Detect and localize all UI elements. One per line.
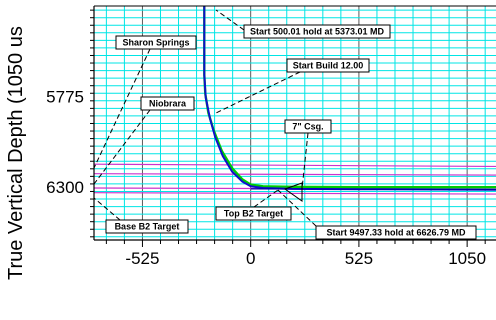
x-tick-label: 525 [345, 249, 373, 268]
tick-labels: -525 0 525 1050 5775 6300 [46, 87, 486, 268]
annotation-leader [215, 9, 245, 31]
series-lines [203, 6, 496, 202]
annotation-box [315, 225, 477, 240]
annotation-leader [93, 197, 121, 221]
annotation-box [215, 206, 292, 221]
annotation-box [243, 24, 391, 39]
y-tick-label: 6300 [46, 178, 84, 197]
annotations: Sharon Springs Start 500.01 hold at 5373.… [105, 24, 477, 240]
casing-marker [283, 182, 303, 202]
annotation-label: Start 9497.33 hold at 6626.79 MD [326, 228, 466, 238]
x-tick-label: 0 [246, 249, 255, 268]
formation-line [93, 163, 496, 168]
annotation-leader [277, 189, 317, 227]
annotation-leader [301, 132, 309, 190]
x-tick-label: -525 [125, 249, 159, 268]
annotation-box [286, 58, 370, 73]
annotation-label: Niobrara [149, 99, 187, 109]
annotation-leader [253, 189, 279, 208]
annotation-label: Base B2 Target [115, 222, 180, 232]
annotation-box [140, 96, 195, 111]
annotation-leaders [93, 9, 317, 227]
annotation-box [115, 35, 197, 50]
target-line [250, 188, 496, 191]
y-axis-label: True Vertical Depth (1050 us [5, 26, 27, 280]
annotation-label: Sharon Springs [122, 38, 189, 48]
annotation-leader [93, 48, 151, 169]
annotation-label: Start 500.01 hold at 5373.01 MD [250, 27, 385, 37]
formation-line [93, 173, 496, 176]
annotation-box [105, 219, 189, 234]
annotation-label: Start Build 12.00 [293, 61, 364, 71]
annotation-box [284, 119, 332, 134]
formation-line [93, 192, 496, 195]
x-tick-label: 1050 [448, 249, 486, 268]
annotation-label: Top B2 Target [224, 209, 283, 219]
annotation-label: 7" Csg. [292, 122, 323, 132]
axes [90, 5, 496, 247]
formation-lines [93, 163, 496, 195]
y-tick-label: 5775 [46, 87, 84, 106]
